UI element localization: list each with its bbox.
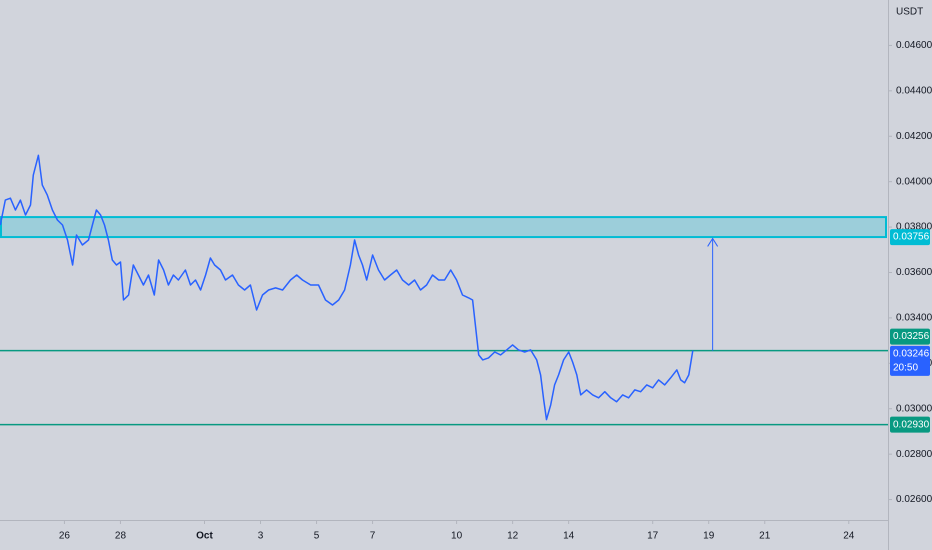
x-tick-label: 19 bbox=[703, 531, 715, 542]
y-tick-label: 0.02600 bbox=[896, 494, 932, 505]
level-label-bg bbox=[890, 328, 930, 345]
x-tick-label: 21 bbox=[759, 531, 771, 542]
x-tick-label: 7 bbox=[370, 531, 376, 542]
y-tick-label: 0.03400 bbox=[896, 313, 932, 324]
x-tick-label: 17 bbox=[647, 531, 659, 542]
y-tick-label: 0.03600 bbox=[896, 267, 932, 278]
last-price-time: 20:50 bbox=[893, 363, 918, 374]
y-tick-label: 0.03000 bbox=[896, 403, 932, 414]
x-tick-label: 24 bbox=[843, 531, 855, 542]
y-tick-label: 0.02800 bbox=[896, 449, 932, 460]
last-price-bg bbox=[890, 345, 930, 376]
last-price-label: 0.03246 bbox=[893, 349, 930, 360]
x-tick-label: 26 bbox=[59, 531, 71, 542]
y-tick-label: 0.03800 bbox=[896, 222, 932, 233]
y-tick-label: 0.04400 bbox=[896, 85, 932, 96]
zone-label-bg bbox=[890, 229, 930, 246]
level-label: 0.03256 bbox=[893, 331, 930, 342]
axis-unit: USDT bbox=[896, 7, 923, 18]
x-tick-label: 3 bbox=[258, 531, 264, 542]
x-tick-label: 5 bbox=[314, 531, 320, 542]
x-tick-label: 12 bbox=[507, 531, 519, 542]
y-tick-label: 0.04000 bbox=[896, 176, 932, 187]
arrow-head bbox=[707, 237, 719, 247]
level-label: 0.02930 bbox=[893, 419, 930, 430]
price-line bbox=[0, 154, 694, 421]
level-label-bg bbox=[890, 416, 930, 433]
x-tick-label: Oct bbox=[196, 531, 213, 542]
y-tick-label: 0.04200 bbox=[896, 131, 932, 142]
zone-label: 0.03756 bbox=[893, 232, 930, 243]
x-tick-label: 10 bbox=[451, 531, 463, 542]
x-tick-label: 28 bbox=[115, 531, 127, 542]
zone bbox=[0, 216, 887, 239]
y-tick-label: 0.04600 bbox=[896, 40, 932, 51]
x-tick-label: 14 bbox=[563, 531, 575, 542]
